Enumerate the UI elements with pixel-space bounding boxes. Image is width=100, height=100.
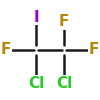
Text: I: I [33, 10, 39, 24]
Text: Cl: Cl [28, 76, 44, 90]
Text: F: F [59, 14, 69, 30]
Text: F: F [89, 42, 99, 58]
Text: Cl: Cl [56, 76, 72, 90]
Text: F: F [1, 42, 11, 58]
